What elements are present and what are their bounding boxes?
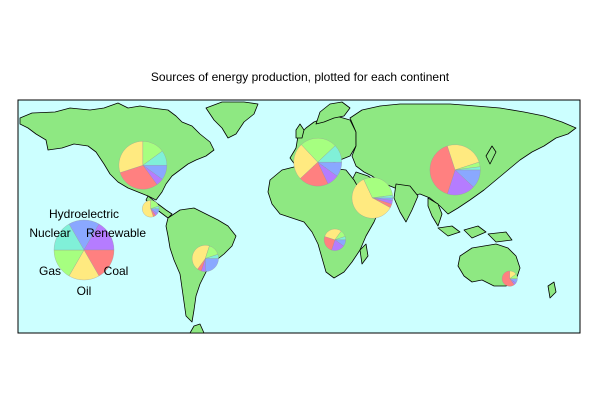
landmass-uk — [295, 123, 305, 139]
legend-label-hydroelectric: Hydroelectric — [49, 207, 119, 221]
landmass-antarctica — [189, 323, 205, 334]
pie-africa — [323, 228, 346, 251]
legend-label-renewable: Renewable — [86, 226, 146, 240]
pie-middle-east-slice-nuclear — [372, 195, 394, 199]
landmass-new-zealand — [547, 281, 557, 299]
landmass-india — [393, 183, 419, 223]
energy-pies — [118, 137, 518, 287]
pie-middle-east — [351, 177, 394, 219]
pie-europe — [293, 137, 342, 187]
pie-north-america-slice-oil — [118, 140, 144, 173]
map-title: Sources of energy production, plotted fo… — [150, 70, 450, 84]
pie-south-america-slice-nuclear — [205, 254, 219, 259]
pie-south-america — [191, 245, 219, 272]
pie-central-america-slice-nuclear — [150, 205, 160, 209]
pie-europe-slice-gas — [300, 137, 336, 163]
pie-oceania-slice-coal — [501, 270, 515, 287]
pie-south-america-slice-oil — [191, 245, 210, 270]
landmass-southeast-asia — [427, 197, 443, 227]
pie-europe-slice-oil — [293, 144, 319, 179]
legend-label-gas: Gas — [39, 264, 61, 278]
landmass-japan — [485, 145, 497, 165]
pie-asia — [429, 144, 481, 196]
pie-oceania — [501, 270, 518, 287]
pie-north-america-slice-coal — [119, 164, 158, 190]
pie-asia-slice-nuclear — [455, 166, 481, 171]
legend-pie — [53, 219, 115, 281]
pie-north-america-slice-nuclear — [142, 150, 168, 166]
landmass-madagascar — [359, 243, 369, 265]
pie-oceania-slice-gas — [508, 273, 518, 279]
pie-middle-east-slice-gas — [363, 177, 393, 199]
pie-central-america — [142, 200, 160, 218]
legend: Hydroelectric Renewable Coal Oil Gas Nuclear — [29, 207, 146, 298]
landmass-greenland — [205, 101, 259, 139]
landmass-indonesia — [437, 225, 513, 243]
legend-label-oil: Oil — [77, 284, 92, 298]
pie-asia-slice-oil — [447, 144, 480, 171]
pie-middle-east-slice-oil — [351, 179, 391, 219]
pie-africa-slice-nuclear — [334, 236, 346, 241]
legend-slice-nuclear — [53, 223, 85, 251]
pie-europe-slice-nuclear — [317, 145, 342, 163]
landmass-scandinavia — [315, 101, 351, 125]
landmass-north-america — [19, 102, 215, 201]
legend-label-nuclear: Nuclear — [29, 226, 70, 240]
pie-north-america — [118, 140, 168, 190]
legend-label-coal: Coal — [104, 264, 129, 278]
pie-asia-slice-coal — [429, 145, 456, 195]
